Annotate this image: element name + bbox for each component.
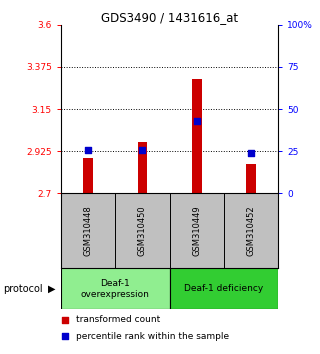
- Title: GDS3490 / 1431616_at: GDS3490 / 1431616_at: [101, 11, 238, 24]
- Text: GSM310452: GSM310452: [247, 205, 256, 256]
- Text: GSM310448: GSM310448: [84, 205, 92, 256]
- Bar: [246, 164, 256, 193]
- Text: GSM310449: GSM310449: [192, 205, 201, 256]
- Text: Deaf-1 deficiency: Deaf-1 deficiency: [184, 284, 264, 293]
- Text: ▶: ▶: [48, 284, 55, 294]
- Point: [85, 147, 91, 152]
- Bar: [83, 158, 93, 193]
- Text: transformed count: transformed count: [76, 315, 160, 325]
- Point: [140, 147, 145, 152]
- Bar: [192, 79, 202, 193]
- Point: [249, 150, 254, 156]
- Bar: [170, 268, 278, 309]
- Point: [63, 317, 68, 323]
- Text: protocol: protocol: [3, 284, 43, 294]
- Point: [63, 333, 68, 339]
- Text: Deaf-1
overexpression: Deaf-1 overexpression: [81, 279, 150, 298]
- Text: GSM310450: GSM310450: [138, 205, 147, 256]
- Point: [194, 118, 199, 124]
- Text: percentile rank within the sample: percentile rank within the sample: [76, 332, 229, 341]
- Bar: [61, 268, 170, 309]
- Bar: [138, 142, 147, 193]
